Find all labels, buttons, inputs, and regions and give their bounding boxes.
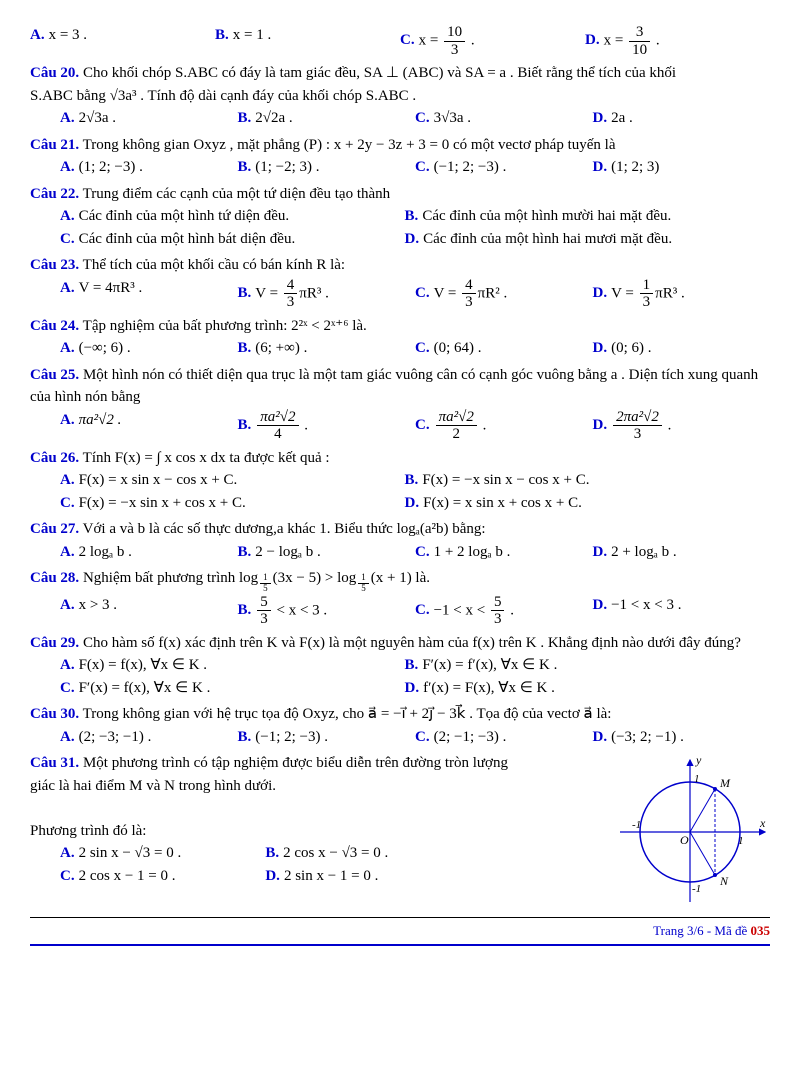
q23: Câu 23. Thể tích của một khối cầu có bán… [30, 254, 770, 311]
svg-text:N: N [719, 874, 729, 888]
opt-C: C.x = 103 . [400, 24, 585, 58]
svg-text:O: O [680, 833, 689, 847]
q31: Câu 31. Một phương trình có tập nghiệm đ… [30, 752, 770, 887]
opt-D: D.x = 310 . [585, 24, 770, 58]
page-footer: Trang 3/6 - Mã đề 035 [30, 917, 770, 946]
q24: Câu 24. Tập nghiệm của bất phương trình:… [30, 315, 770, 360]
svg-text:1: 1 [738, 835, 744, 847]
q-top-options: A.x = 3 . B.x = 1 . C.x = 103 . D.x = 31… [30, 24, 770, 58]
q27: Câu 27. Với a và b là các số thực dương,… [30, 518, 770, 563]
svg-text:x: x [759, 816, 766, 830]
svg-text:-1: -1 [632, 819, 641, 831]
opt-B: B.x = 1 . [215, 24, 400, 58]
svg-text:y: y [695, 753, 702, 767]
q29: Câu 29. Cho hàm số f(x) xác định trên K … [30, 632, 770, 700]
svg-text:1: 1 [694, 773, 700, 785]
opt-A: A.x = 3 . [30, 24, 215, 58]
q26: Câu 26. Tính F(x) = ∫ x cos x dx ta được… [30, 447, 770, 515]
unit-circle-diagram: M N x y O 1 -1 1 -1 [610, 752, 770, 912]
svg-text:-1: -1 [692, 883, 701, 895]
q28: Câu 28. Nghiệm bất phương trình log15(3x… [30, 567, 770, 628]
svg-text:M: M [719, 776, 731, 790]
q25: Câu 25. Một hình nón có thiết diện qua t… [30, 364, 770, 443]
q21: Câu 21. Trong không gian Oxyz , mặt phẳn… [30, 134, 770, 179]
q20: Câu 20. Cho khối chóp S.ABC có đáy là ta… [30, 62, 770, 130]
q30: Câu 30. Trong không gian với hệ trục tọa… [30, 703, 770, 748]
q22: Câu 22. Trung điểm các cạnh của một tứ d… [30, 183, 770, 251]
